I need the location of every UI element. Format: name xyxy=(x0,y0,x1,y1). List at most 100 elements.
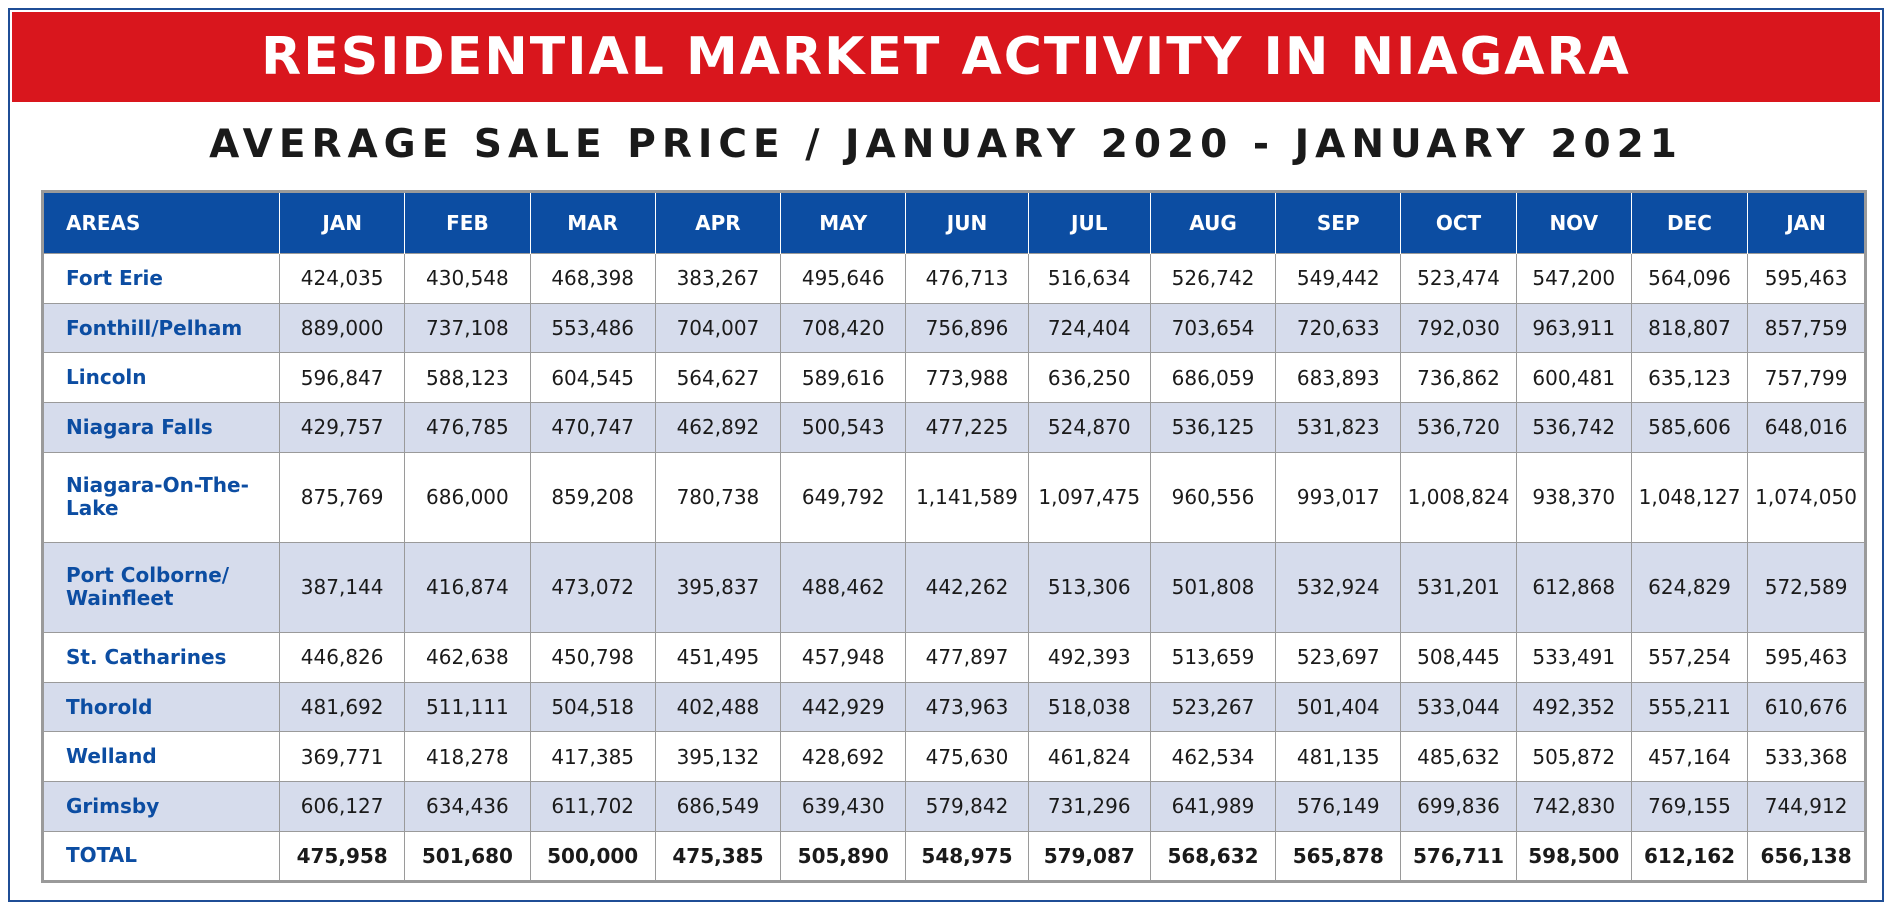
price-table-container: AREAS JAN FEB MAR APR MAY JUN JUL AUG SE… xyxy=(41,190,1867,883)
price-cell: 634,436 xyxy=(404,781,531,832)
table-row: Welland 369,771 418,278 417,385 395,132 428,6… xyxy=(44,731,1864,782)
price-cell: 451,495 xyxy=(654,632,781,683)
area-name: Grimsby xyxy=(44,781,280,832)
price-cell: 531,823 xyxy=(1275,402,1401,453)
price-cell: 780,738 xyxy=(654,451,781,543)
price-cell: 757,799 xyxy=(1747,352,1864,403)
infographic-frame: RESIDENTIAL MARKET ACTIVITY IN NIAGARA A… xyxy=(8,8,1884,902)
price-cell: 596,847 xyxy=(279,352,405,403)
price-cell: 595,463 xyxy=(1747,253,1864,304)
price-cell: 686,059 xyxy=(1149,352,1276,403)
price-cell: 859,208 xyxy=(529,451,656,543)
price-cell: 462,534 xyxy=(1149,731,1276,782)
price-cell: 611,702 xyxy=(529,781,656,832)
column-header: AUG xyxy=(1149,193,1276,254)
price-cell: 501,680 xyxy=(404,830,531,880)
price-cell: 501,808 xyxy=(1149,541,1276,633)
price-cell: 395,837 xyxy=(654,541,781,633)
price-cell: 416,874 xyxy=(404,541,531,633)
price-cell: 481,692 xyxy=(279,681,405,732)
price-cell: 548,975 xyxy=(905,830,1029,880)
price-cell: 504,518 xyxy=(529,681,656,732)
price-cell: 553,486 xyxy=(529,302,656,353)
price-cell: 699,836 xyxy=(1400,781,1517,832)
page-subtitle: AVERAGE SALE PRICE / JANUARY 2020 - JANU… xyxy=(209,122,1683,167)
price-cell: 523,697 xyxy=(1275,632,1401,683)
price-cell: 505,890 xyxy=(780,830,906,880)
price-cell: 513,659 xyxy=(1149,632,1276,683)
price-cell: 1,048,127 xyxy=(1630,451,1748,543)
price-cell: 418,278 xyxy=(404,731,531,782)
price-cell: 572,589 xyxy=(1747,541,1864,633)
total-row: TOTAL 475,958 501,680 500,000 475,385 505,890… xyxy=(44,830,1864,880)
price-cell: 531,201 xyxy=(1400,541,1517,633)
price-cell: 576,711 xyxy=(1400,830,1517,880)
price-cell: 773,988 xyxy=(905,352,1029,403)
price-cell: 395,132 xyxy=(654,731,781,782)
price-cell: 536,742 xyxy=(1515,402,1632,453)
column-header: SEP xyxy=(1275,193,1401,254)
table-row: Fonthill/Pelham 889,000 737,108 553,486 704,… xyxy=(44,302,1864,353)
price-cell: 462,892 xyxy=(654,402,781,453)
price-cell: 492,352 xyxy=(1515,681,1632,732)
price-cell: 488,462 xyxy=(780,541,906,633)
price-cell: 485,632 xyxy=(1400,731,1517,782)
price-cell: 600,481 xyxy=(1515,352,1632,403)
title-banner: RESIDENTIAL MARKET ACTIVITY IN NIAGARA xyxy=(12,12,1880,102)
price-cell: 612,162 xyxy=(1630,830,1748,880)
price-cell: 1,074,050 xyxy=(1747,451,1864,543)
area-name: Welland xyxy=(44,731,280,782)
price-cell: 649,792 xyxy=(780,451,906,543)
price-cell: 387,144 xyxy=(279,541,405,633)
price-cell: 769,155 xyxy=(1630,781,1748,832)
table-row: Fort Erie 424,035 430,548 468,398 383,267 495… xyxy=(44,253,1864,304)
price-cell: 470,747 xyxy=(529,402,656,453)
page-title: RESIDENTIAL MARKET ACTIVITY IN NIAGARA xyxy=(261,27,1631,87)
price-cell: 369,771 xyxy=(279,731,405,782)
price-cell: 450,798 xyxy=(529,632,656,683)
price-cell: 511,111 xyxy=(404,681,531,732)
price-cell: 424,035 xyxy=(279,253,405,304)
price-cell: 500,000 xyxy=(529,830,656,880)
price-cell: 639,430 xyxy=(780,781,906,832)
table-row: Lincoln 596,847 588,123 604,545 564,627 589,6… xyxy=(44,352,1864,403)
price-cell: 564,096 xyxy=(1630,253,1748,304)
table-row: Niagara-On-The-Lake 875,769 686,000 859,208… xyxy=(44,451,1864,543)
price-cell: 524,870 xyxy=(1027,402,1151,453)
price-cell: 736,862 xyxy=(1400,352,1517,403)
price-cell: 938,370 xyxy=(1515,451,1632,543)
price-cell: 417,385 xyxy=(529,731,656,782)
area-name: Thorold xyxy=(44,681,280,732)
price-cell: 461,824 xyxy=(1027,731,1151,782)
price-cell: 579,087 xyxy=(1027,830,1151,880)
area-name: Lincoln xyxy=(44,352,280,403)
table-row: St. Catharines 446,826 462,638 450,798 451,4… xyxy=(44,632,1864,683)
price-cell: 500,543 xyxy=(780,402,906,453)
price-cell: 533,491 xyxy=(1515,632,1632,683)
table-row: Thorold 481,692 511,111 504,518 402,488 442,9… xyxy=(44,681,1864,732)
price-cell: 383,267 xyxy=(654,253,781,304)
price-cell: 477,897 xyxy=(905,632,1029,683)
price-cell: 475,958 xyxy=(279,830,405,880)
price-cell: 875,769 xyxy=(279,451,405,543)
price-cell: 720,633 xyxy=(1275,302,1401,353)
price-cell: 1,008,824 xyxy=(1400,451,1517,543)
price-cell: 468,398 xyxy=(529,253,656,304)
column-header: JUL xyxy=(1027,193,1151,254)
price-cell: 742,830 xyxy=(1515,781,1632,832)
price-cell: 473,963 xyxy=(905,681,1029,732)
price-cell: 792,030 xyxy=(1400,302,1517,353)
table-header-row: AREAS JAN FEB MAR APR MAY JUN JUL AUG SE… xyxy=(44,193,1864,254)
price-cell: 505,872 xyxy=(1515,731,1632,782)
table-body: Fort Erie 424,035 430,548 468,398 383,267 495… xyxy=(44,253,1864,880)
price-cell: 508,445 xyxy=(1400,632,1517,683)
average-sale-price-table: AREAS JAN FEB MAR APR MAY JUN JUL AUG SE… xyxy=(44,193,1864,880)
column-header: JAN xyxy=(279,193,405,254)
price-cell: 476,713 xyxy=(905,253,1029,304)
column-header: NOV xyxy=(1515,193,1632,254)
price-cell: 598,500 xyxy=(1515,830,1632,880)
price-cell: 585,606 xyxy=(1630,402,1748,453)
price-cell: 636,250 xyxy=(1027,352,1151,403)
price-cell: 818,807 xyxy=(1630,302,1748,353)
column-header: AREAS xyxy=(44,193,280,254)
